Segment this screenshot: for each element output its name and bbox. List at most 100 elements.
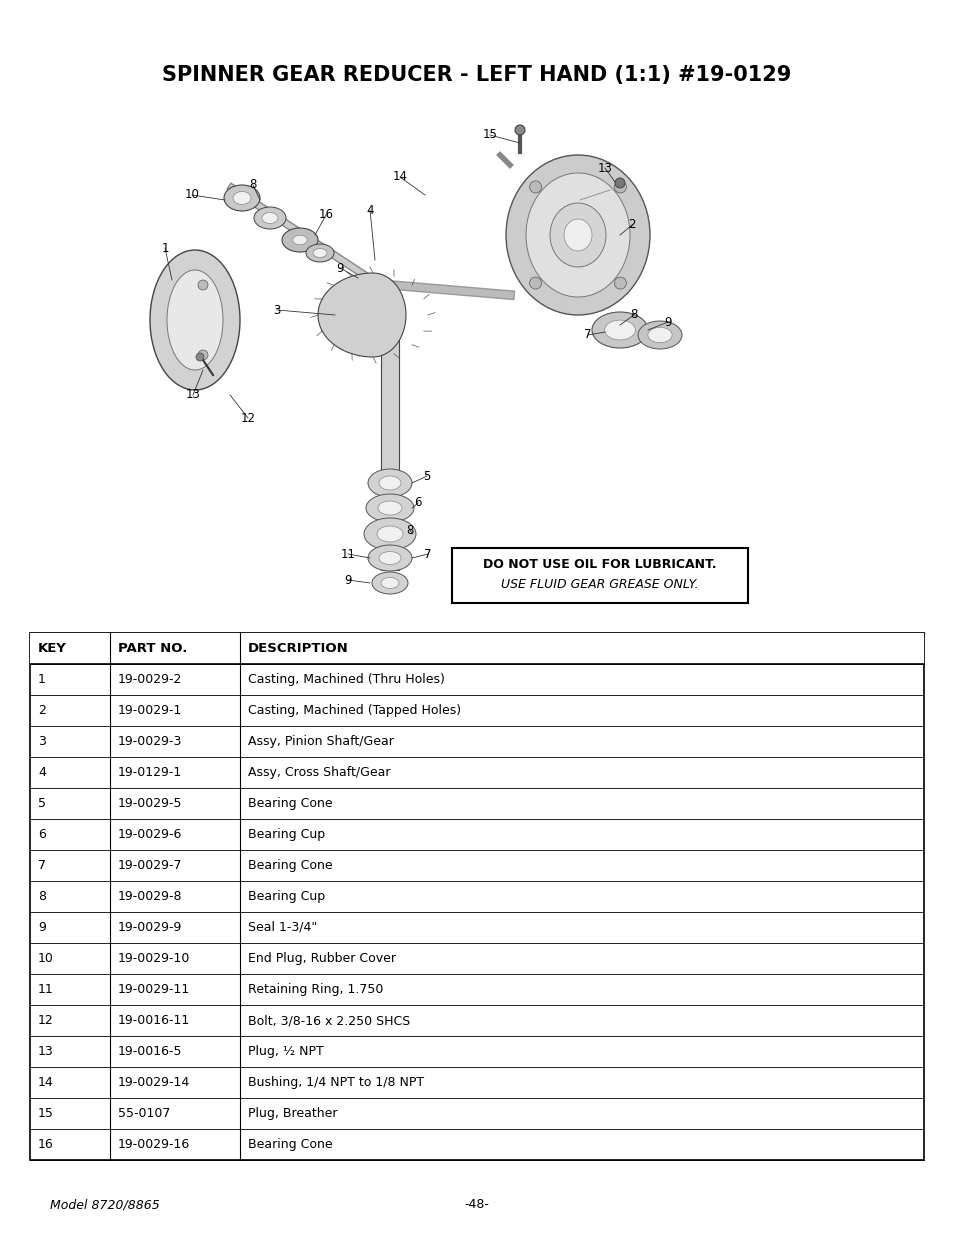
Ellipse shape [380, 578, 398, 589]
Ellipse shape [615, 178, 624, 188]
Text: Bearing Cone: Bearing Cone [248, 797, 333, 810]
Text: 19-0029-16: 19-0029-16 [118, 1137, 190, 1151]
Bar [389, 525, 390, 571]
Ellipse shape [529, 180, 541, 193]
Text: 15: 15 [482, 128, 497, 142]
Text: 7: 7 [583, 329, 591, 342]
Text: 6: 6 [38, 827, 46, 841]
Ellipse shape [282, 228, 317, 252]
Text: 11: 11 [340, 547, 355, 561]
Ellipse shape [378, 475, 400, 490]
Text: 12: 12 [240, 411, 255, 425]
Bar [452, 548, 747, 603]
Ellipse shape [368, 469, 412, 496]
Text: 3: 3 [38, 735, 46, 748]
Text: 4: 4 [38, 766, 46, 779]
Bar [382, 525, 384, 571]
Ellipse shape [368, 545, 412, 571]
Text: Casting, Machined (Tapped Holes): Casting, Machined (Tapped Holes) [248, 704, 460, 718]
Text: 9: 9 [335, 262, 343, 274]
Text: KEY: KEY [38, 642, 67, 655]
Text: 55-0107: 55-0107 [118, 1107, 171, 1120]
Ellipse shape [293, 235, 307, 245]
Bar [393, 525, 394, 571]
Text: Casting, Machined (Thru Holes): Casting, Machined (Thru Holes) [248, 673, 444, 685]
Text: 19-0029-7: 19-0029-7 [118, 860, 182, 872]
Text: Bearing Cone: Bearing Cone [248, 860, 333, 872]
Text: 8: 8 [38, 890, 46, 903]
Text: SPINNER GEAR REDUCER - LEFT HAND (1:1) #19-0129: SPINNER GEAR REDUCER - LEFT HAND (1:1) #… [162, 65, 791, 85]
Bar [30, 634, 923, 1160]
Ellipse shape [150, 249, 240, 390]
Ellipse shape [253, 207, 286, 228]
Text: 19-0016-5: 19-0016-5 [118, 1045, 182, 1058]
Ellipse shape [364, 517, 416, 550]
Text: 8: 8 [249, 179, 256, 191]
Text: Assy, Pinion Shaft/Gear: Assy, Pinion Shaft/Gear [248, 735, 394, 748]
Ellipse shape [167, 270, 223, 370]
Bar [396, 525, 397, 571]
Text: PART NO.: PART NO. [118, 642, 187, 655]
Bar [391, 525, 392, 571]
Ellipse shape [306, 245, 334, 262]
Ellipse shape [647, 327, 672, 342]
Text: 14: 14 [392, 170, 407, 184]
Text: 3: 3 [273, 304, 280, 316]
Text: 11: 11 [38, 983, 53, 995]
Text: 4: 4 [366, 204, 374, 216]
Text: 19-0029-10: 19-0029-10 [118, 952, 191, 965]
Text: 19-0029-2: 19-0029-2 [118, 673, 182, 685]
Ellipse shape [614, 180, 626, 193]
Text: 7: 7 [38, 860, 46, 872]
Text: 19-0029-8: 19-0029-8 [118, 890, 182, 903]
Text: 9: 9 [344, 573, 352, 587]
Text: Plug, ½ NPT: Plug, ½ NPT [248, 1045, 323, 1058]
Text: 14: 14 [38, 1076, 53, 1089]
Text: 10: 10 [38, 952, 53, 965]
Ellipse shape [198, 350, 208, 359]
Text: 6: 6 [414, 496, 421, 510]
Polygon shape [317, 273, 406, 357]
Text: Assy, Cross Shaft/Gear: Assy, Cross Shaft/Gear [248, 766, 390, 779]
Text: 19-0016-11: 19-0016-11 [118, 1014, 190, 1028]
Text: 19-0029-1: 19-0029-1 [118, 704, 182, 718]
Text: 19-0129-1: 19-0129-1 [118, 766, 182, 779]
Ellipse shape [505, 156, 649, 315]
Ellipse shape [262, 212, 277, 224]
Text: USE FLUID GEAR GREASE ONLY.: USE FLUID GEAR GREASE ONLY. [500, 578, 699, 592]
Ellipse shape [592, 312, 647, 348]
Text: 19-0029-14: 19-0029-14 [118, 1076, 190, 1089]
Bar [380, 340, 398, 571]
Text: 7: 7 [424, 547, 432, 561]
Ellipse shape [550, 203, 605, 267]
Ellipse shape [515, 125, 524, 135]
Text: 19-0029-6: 19-0029-6 [118, 827, 182, 841]
Bar [385, 525, 386, 571]
Ellipse shape [366, 494, 414, 522]
Text: 2: 2 [628, 219, 635, 231]
Text: 13: 13 [38, 1045, 53, 1058]
Ellipse shape [377, 501, 401, 515]
Text: 10: 10 [184, 189, 199, 201]
Ellipse shape [638, 321, 681, 350]
Text: 5: 5 [38, 797, 46, 810]
Ellipse shape [224, 185, 260, 211]
Text: Seal 1-3/4": Seal 1-3/4" [248, 921, 317, 934]
Ellipse shape [529, 277, 541, 289]
Text: 5: 5 [423, 469, 430, 483]
Text: 1: 1 [161, 242, 169, 254]
Text: Bushing, 1/4 NPT to 1/8 NPT: Bushing, 1/4 NPT to 1/8 NPT [248, 1076, 424, 1089]
Ellipse shape [525, 173, 629, 296]
Ellipse shape [372, 572, 408, 594]
Ellipse shape [378, 552, 400, 564]
Text: Retaining Ring, 1.750: Retaining Ring, 1.750 [248, 983, 383, 995]
Text: Bearing Cone: Bearing Cone [248, 1137, 333, 1151]
Text: 19-0029-5: 19-0029-5 [118, 797, 182, 810]
Ellipse shape [376, 526, 402, 542]
Ellipse shape [198, 280, 208, 290]
Text: 1: 1 [38, 673, 46, 685]
Text: 8: 8 [630, 309, 637, 321]
Ellipse shape [195, 353, 204, 361]
Ellipse shape [313, 248, 327, 258]
Ellipse shape [563, 219, 592, 251]
